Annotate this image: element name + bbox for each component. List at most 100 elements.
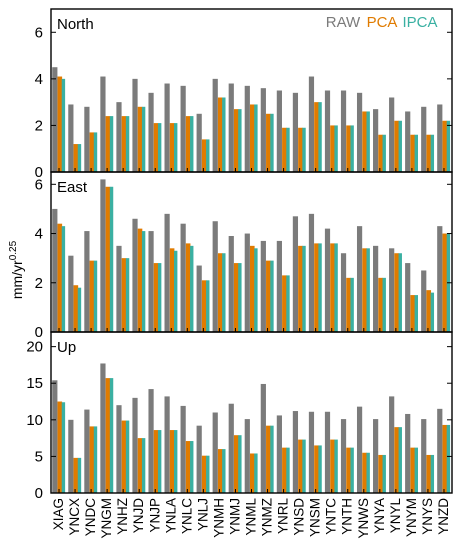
bar-raw-ynmj xyxy=(228,236,234,332)
bar-pca-ynsm xyxy=(314,243,319,332)
bar-pca-ynjd xyxy=(137,106,143,172)
bar-raw-ynla xyxy=(164,396,170,493)
bar-pca-yncx xyxy=(73,144,79,172)
bar-ipca-ynlj xyxy=(206,139,210,172)
bar-pca-ynla xyxy=(169,248,175,332)
y-axis-label-unit: mm/yr xyxy=(9,260,25,299)
y-tick-label: 5 xyxy=(35,448,43,465)
bar-raw-yngm xyxy=(100,363,106,493)
bar-ipca-yncx xyxy=(77,144,82,172)
bar-raw-ynjp xyxy=(148,92,154,172)
bar-ipca-ynsm xyxy=(318,102,322,172)
bar-ipca-ynya xyxy=(382,277,386,332)
bar-raw-ynlj xyxy=(196,425,202,493)
bar-pca-yngm xyxy=(105,186,111,332)
bar-raw-ynmj xyxy=(228,83,234,172)
bar-raw-ynsd xyxy=(292,216,299,332)
y-tick-label: 10 xyxy=(26,412,43,429)
bar-ipca-ynmj xyxy=(238,435,242,493)
bar-raw-ynth xyxy=(340,253,347,332)
bar-raw-ynym xyxy=(405,263,411,332)
bar-ipca-yndc xyxy=(93,426,98,493)
bar-pca-yntc xyxy=(330,243,335,332)
bar-raw-ynya xyxy=(373,109,379,172)
bar-pca-ynsd xyxy=(298,439,303,493)
bar-pca-ynya xyxy=(378,277,383,332)
bar-pca-ynhz xyxy=(121,116,127,172)
station-label-ynml: YNML xyxy=(244,498,259,536)
bar-pca-ynyl xyxy=(394,427,399,493)
bar-raw-ynys xyxy=(421,106,427,172)
bar-raw-ynsm xyxy=(308,411,315,493)
bar-pca-ynws xyxy=(362,111,367,172)
bar-ipca-yngm xyxy=(109,116,114,172)
bar-pca-ynml xyxy=(250,453,255,493)
bar-ipca-ynjd xyxy=(141,438,146,493)
bar-raw-ynyl xyxy=(389,97,395,172)
bar-ipca-ynmj xyxy=(238,263,242,332)
bar-raw-ynla xyxy=(164,213,170,332)
bar-pca-ynmz xyxy=(266,260,271,332)
legend-entry-ipca: IPCA xyxy=(402,14,437,31)
bar-raw-ynmz xyxy=(260,88,266,172)
y-tick-label: 4 xyxy=(35,226,43,243)
bar-raw-ynsm xyxy=(308,213,315,332)
bar-ipca-ynml xyxy=(254,453,258,493)
y-tick-label: 0 xyxy=(35,324,43,341)
bar-pca-ynlj xyxy=(201,139,207,172)
bar-pca-ynym xyxy=(410,295,415,332)
bar-raw-ynml xyxy=(244,419,250,493)
bar-ipca-xiag xyxy=(61,226,66,332)
bar-pca-ynzd xyxy=(442,424,448,493)
bar-ipca-ynys xyxy=(430,454,435,493)
bar-ipca-ynyl xyxy=(398,120,402,172)
bar-ipca-yncx xyxy=(77,457,82,493)
bar-ipca-yndc xyxy=(93,260,98,332)
bar-pca-xiag xyxy=(57,401,63,493)
station-label-ynlj: YNLJ xyxy=(195,498,210,531)
bar-ipca-ynhz xyxy=(125,116,130,172)
bar-ipca-ynyl xyxy=(398,427,402,493)
bar-ipca-ynsm xyxy=(318,445,322,493)
bar-raw-ynsm xyxy=(308,76,315,172)
bar-pca-ynys xyxy=(426,454,432,493)
bar-pca-yntc xyxy=(330,439,335,493)
station-label-ynrl: YNRL xyxy=(276,498,291,535)
y-tick-label: 6 xyxy=(35,176,43,193)
bar-raw-ynlc xyxy=(180,85,186,172)
bar-ipca-ynrl xyxy=(286,275,290,332)
bar-raw-ynzd xyxy=(437,104,443,172)
station-label-ynsm: YNSM xyxy=(308,498,323,537)
bar-ipca-ynsd xyxy=(302,127,306,172)
bar-pca-ynws xyxy=(362,248,367,332)
bar-raw-ynys xyxy=(421,419,427,493)
bar-raw-ynth xyxy=(340,90,347,172)
bar-raw-ynys xyxy=(421,270,427,332)
bar-pca-ynsm xyxy=(314,445,319,493)
bar-ipca-ynzd xyxy=(446,424,451,493)
bar-pca-ynym xyxy=(410,447,415,493)
bar-raw-yngm xyxy=(100,179,106,332)
bar-ipca-ynya xyxy=(382,134,386,172)
bar-ipca-ynws xyxy=(366,248,370,332)
station-label-ynjd: YNJD xyxy=(131,498,146,534)
bar-pca-ynrl xyxy=(282,127,287,172)
bars-east xyxy=(52,179,451,332)
bar-pca-ynmj xyxy=(233,435,239,493)
bars-north xyxy=(52,67,451,172)
bar-raw-yntc xyxy=(324,228,331,332)
bar-pca-yngm xyxy=(105,116,111,172)
station-label-xiag: XIAG xyxy=(51,498,66,530)
bar-raw-ynmh xyxy=(212,221,218,332)
bar-ipca-yntc xyxy=(334,439,338,493)
bar-ipca-ynws xyxy=(366,111,370,172)
bar-pca-yntc xyxy=(330,125,335,172)
bars-up xyxy=(52,363,451,493)
bar-pca-ynth xyxy=(346,125,351,172)
bar-raw-ynhz xyxy=(116,102,122,172)
bar-ipca-ynym xyxy=(414,134,418,172)
bar-ipca-ynth xyxy=(350,277,354,332)
bar-ipca-ynml xyxy=(254,248,258,332)
bar-ipca-ynmh xyxy=(222,97,226,172)
bar-raw-ynth xyxy=(340,419,347,493)
